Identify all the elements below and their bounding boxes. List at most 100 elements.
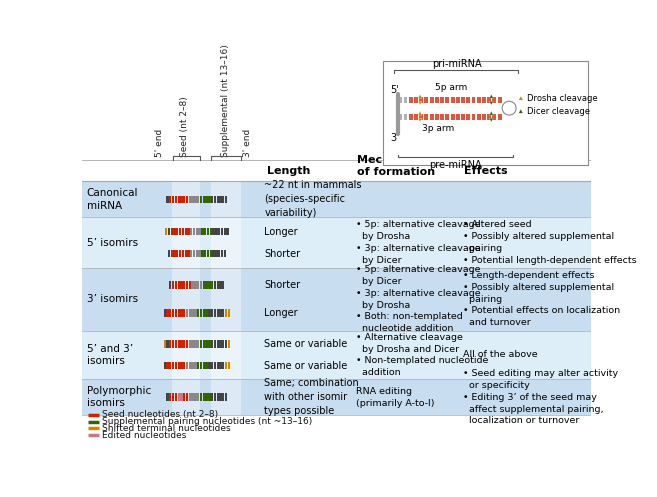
Bar bbox=[190, 249, 193, 257]
Bar bbox=[461, 96, 465, 103]
Bar bbox=[472, 96, 476, 103]
Bar bbox=[211, 281, 214, 289]
Bar bbox=[228, 362, 230, 369]
Bar bbox=[82, 379, 591, 415]
Bar bbox=[183, 362, 185, 369]
Text: 3p arm: 3p arm bbox=[422, 124, 455, 133]
Text: Supplemental (nt 13–16): Supplemental (nt 13–16) bbox=[221, 45, 230, 158]
Bar bbox=[186, 362, 188, 369]
Bar bbox=[180, 340, 183, 348]
Bar bbox=[194, 309, 196, 317]
Bar bbox=[225, 309, 227, 317]
Bar bbox=[215, 249, 217, 257]
Bar bbox=[419, 96, 423, 103]
Bar bbox=[435, 96, 439, 103]
Text: Seed nucleotides (nt 2–8): Seed nucleotides (nt 2–8) bbox=[102, 410, 218, 419]
Bar bbox=[172, 340, 174, 348]
Bar bbox=[208, 340, 210, 348]
Polygon shape bbox=[418, 118, 422, 122]
Bar bbox=[482, 96, 486, 103]
Bar bbox=[176, 249, 179, 257]
Bar bbox=[445, 96, 449, 103]
Text: Canonical
miRNA: Canonical miRNA bbox=[87, 188, 138, 211]
Bar bbox=[493, 96, 497, 103]
Bar bbox=[200, 362, 202, 369]
Text: Drosha cleavage: Drosha cleavage bbox=[527, 93, 598, 103]
Bar bbox=[177, 309, 180, 317]
Bar bbox=[194, 195, 196, 203]
Text: 5’ isomirs: 5’ isomirs bbox=[87, 238, 138, 248]
Bar bbox=[211, 195, 214, 203]
Bar bbox=[212, 228, 215, 236]
Bar bbox=[191, 394, 194, 401]
Polygon shape bbox=[489, 101, 493, 105]
Bar bbox=[403, 113, 407, 120]
Text: Edited nucleotides: Edited nucleotides bbox=[102, 431, 187, 440]
Bar bbox=[202, 362, 205, 369]
Bar bbox=[187, 249, 190, 257]
Bar bbox=[466, 113, 470, 120]
Bar bbox=[194, 394, 196, 401]
Bar bbox=[211, 394, 214, 401]
Bar bbox=[461, 113, 465, 120]
Bar bbox=[190, 228, 193, 236]
Bar bbox=[435, 113, 439, 120]
Bar bbox=[221, 249, 223, 257]
Bar bbox=[217, 309, 219, 317]
Bar bbox=[201, 249, 204, 257]
Bar bbox=[493, 113, 497, 120]
Bar bbox=[165, 228, 168, 236]
Bar bbox=[207, 228, 209, 236]
Bar bbox=[228, 340, 230, 348]
Bar bbox=[177, 281, 180, 289]
Bar bbox=[222, 195, 225, 203]
Bar bbox=[207, 249, 209, 257]
Bar bbox=[218, 249, 220, 257]
Bar bbox=[169, 394, 171, 401]
Bar bbox=[82, 181, 591, 218]
Bar bbox=[456, 96, 460, 103]
Bar bbox=[477, 113, 481, 120]
Polygon shape bbox=[489, 111, 493, 115]
Bar bbox=[200, 281, 202, 289]
Bar bbox=[173, 228, 175, 236]
Bar bbox=[200, 309, 202, 317]
Bar bbox=[202, 340, 205, 348]
Text: Longer: Longer bbox=[264, 227, 298, 237]
Bar bbox=[182, 249, 184, 257]
Bar bbox=[208, 309, 210, 317]
Bar bbox=[176, 228, 179, 236]
Text: RNA editing
(primarily A-to-I): RNA editing (primarily A-to-I) bbox=[357, 387, 435, 408]
Bar bbox=[193, 249, 195, 257]
Bar bbox=[166, 195, 169, 203]
Bar bbox=[197, 309, 199, 317]
Bar bbox=[218, 228, 220, 236]
Bar bbox=[206, 362, 208, 369]
Bar bbox=[487, 96, 491, 103]
Bar bbox=[202, 394, 205, 401]
Text: Dicer cleavage: Dicer cleavage bbox=[527, 107, 590, 116]
Bar bbox=[200, 195, 202, 203]
Bar bbox=[197, 362, 199, 369]
Bar bbox=[217, 394, 219, 401]
Bar bbox=[217, 362, 219, 369]
Bar bbox=[202, 309, 205, 317]
Bar bbox=[225, 362, 227, 369]
Bar bbox=[222, 362, 225, 369]
Bar bbox=[189, 309, 191, 317]
Bar bbox=[172, 281, 174, 289]
Bar bbox=[202, 195, 205, 203]
Bar bbox=[208, 394, 210, 401]
Bar bbox=[186, 394, 188, 401]
Bar bbox=[182, 228, 184, 236]
Bar bbox=[183, 340, 185, 348]
Bar bbox=[219, 394, 221, 401]
Bar bbox=[179, 228, 181, 236]
Text: 5': 5' bbox=[390, 85, 399, 95]
Bar bbox=[219, 281, 221, 289]
Bar bbox=[183, 281, 185, 289]
Bar bbox=[451, 113, 455, 120]
Bar bbox=[212, 249, 215, 257]
Text: Shifted terminal nucleotides: Shifted terminal nucleotides bbox=[102, 424, 231, 433]
Bar bbox=[419, 113, 423, 120]
